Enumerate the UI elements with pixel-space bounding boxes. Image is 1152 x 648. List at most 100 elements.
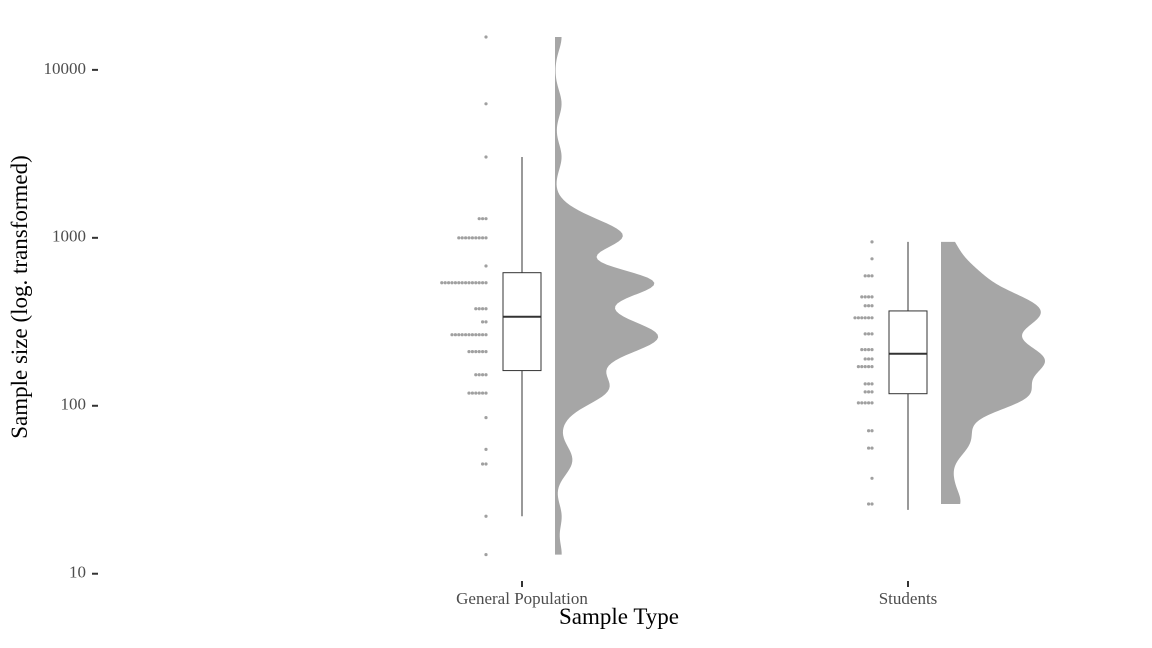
data-point <box>867 429 871 433</box>
data-point <box>870 476 874 480</box>
data-point <box>856 316 861 320</box>
data-point <box>867 502 871 506</box>
data-point <box>484 217 488 221</box>
y-tick-label: 100 <box>61 395 87 414</box>
data-point <box>467 281 471 285</box>
data-point <box>863 304 867 308</box>
data-point <box>484 391 488 395</box>
data-point <box>856 401 861 405</box>
data-point <box>481 320 485 324</box>
data-point <box>484 320 488 324</box>
y-tick-label: 10000 <box>44 59 87 78</box>
data-point <box>474 333 478 337</box>
data-point <box>860 348 864 352</box>
data-point <box>470 281 474 285</box>
data-point <box>484 307 488 311</box>
data-point <box>447 281 451 285</box>
data-point <box>474 236 478 240</box>
data-point <box>867 401 871 405</box>
data-point <box>870 382 874 386</box>
data-point <box>443 281 447 285</box>
data-point <box>867 348 871 352</box>
data-point <box>484 514 488 518</box>
data-point <box>484 264 488 268</box>
data-point <box>457 333 461 337</box>
data-point <box>464 236 468 240</box>
data-point <box>477 333 481 337</box>
y-tick-label: 10 <box>69 563 86 582</box>
data-point <box>481 217 485 221</box>
data-point <box>867 304 871 308</box>
data-point <box>477 307 481 311</box>
data-point <box>863 357 867 361</box>
data-point <box>870 502 874 506</box>
x-tick-label: General Population <box>456 589 588 608</box>
data-point <box>870 240 874 244</box>
data-point <box>484 462 488 466</box>
y-axis-title: Sample size (log. transformed) <box>7 155 32 439</box>
data-point <box>484 281 488 285</box>
density <box>941 241 1045 505</box>
data-point <box>467 236 471 240</box>
data-point <box>484 416 488 420</box>
data-point <box>867 316 871 320</box>
data-point <box>481 373 485 377</box>
data-point <box>863 332 867 336</box>
x-axis-title: Sample Type <box>559 604 679 629</box>
data-point <box>867 365 871 369</box>
data-point <box>863 348 867 352</box>
data-point <box>484 35 488 39</box>
data-point <box>484 333 488 337</box>
x-tick-label: Students <box>879 589 938 608</box>
data-point <box>470 350 474 354</box>
data-point <box>440 281 444 285</box>
data-point <box>470 236 474 240</box>
data-point <box>870 316 874 320</box>
data-point <box>863 382 867 386</box>
data-point <box>460 236 464 240</box>
data-point <box>474 350 478 354</box>
data-point <box>474 307 478 311</box>
data-point <box>450 333 454 337</box>
data-point <box>870 348 874 352</box>
data-point <box>467 350 471 354</box>
data-point <box>870 304 874 308</box>
data-point <box>481 281 485 285</box>
data-point <box>860 295 864 299</box>
data-point <box>867 295 871 299</box>
density <box>555 36 659 555</box>
data-point <box>453 281 457 285</box>
data-point <box>870 401 874 405</box>
data-point <box>457 281 461 285</box>
data-point <box>484 447 488 451</box>
data-point <box>870 295 874 299</box>
data-point <box>860 316 864 320</box>
data-point <box>477 373 481 377</box>
data-point <box>467 333 471 337</box>
data-point <box>481 236 485 240</box>
data-point <box>863 274 867 278</box>
data-point <box>481 462 485 466</box>
data-point <box>870 446 874 450</box>
data-point <box>477 281 481 285</box>
data-point <box>481 350 485 354</box>
data-point <box>484 236 488 240</box>
data-point <box>867 382 871 386</box>
data-point <box>477 391 481 395</box>
data-point <box>453 333 457 337</box>
data-point <box>464 333 468 337</box>
data-point <box>867 332 871 336</box>
y-tick-label: 1000 <box>52 227 86 246</box>
data-point <box>870 429 874 433</box>
data-point <box>870 390 874 394</box>
data-point <box>867 357 871 361</box>
data-point <box>450 281 454 285</box>
data-point <box>477 236 481 240</box>
data-point <box>457 236 461 240</box>
data-point <box>477 217 481 221</box>
data-point <box>474 391 478 395</box>
data-point <box>484 552 488 557</box>
data-point <box>863 295 867 299</box>
data-point <box>863 390 867 394</box>
